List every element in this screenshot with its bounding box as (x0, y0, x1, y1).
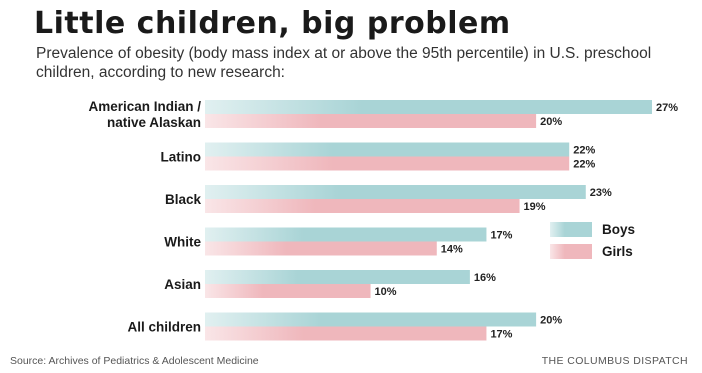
girls-bar (205, 241, 437, 256)
value-label: 22% (573, 159, 595, 171)
category-label: Black (165, 192, 202, 207)
girls-bar (205, 284, 371, 298)
boys-bar (205, 270, 470, 284)
value-label: 14% (441, 244, 463, 256)
category-label: Asian (164, 277, 201, 292)
category-label: American Indian / native Alaskan (88, 99, 201, 130)
boys-bar (205, 227, 487, 242)
legend-label: Girls (602, 244, 633, 259)
publisher-credit: THE COLUMBUS DISPATCH (541, 355, 688, 367)
value-label: 27% (656, 102, 678, 114)
value-label: 17% (490, 230, 512, 242)
boys-bar (205, 185, 586, 199)
source-note: Source: Archives of Pediatrics & Adolesc… (10, 355, 259, 367)
boys-bar (205, 312, 537, 327)
girls-legend-swatch (550, 244, 592, 259)
boys-bar (205, 142, 570, 157)
value-label: 19% (524, 201, 546, 213)
boys-bar (205, 100, 652, 114)
girls-bar (205, 326, 487, 341)
value-label: 22% (573, 145, 595, 157)
chart-title: Little children, big problem (34, 6, 511, 41)
chart-subtitle: Prevalence of obesity (body mass index a… (36, 45, 652, 81)
category-label: White (164, 235, 201, 250)
category-label: All children (127, 320, 201, 335)
legend-label: Boys (602, 222, 635, 237)
value-label: 20% (540, 116, 562, 128)
boys-legend-swatch (550, 222, 592, 237)
value-label: 17% (490, 329, 512, 341)
value-label: 20% (540, 315, 562, 327)
category-label: Latino (161, 150, 202, 165)
girls-bar (205, 156, 570, 171)
girls-bar (205, 199, 520, 213)
value-label: 16% (474, 272, 496, 284)
girls-bar (205, 114, 537, 128)
value-label: 23% (590, 187, 612, 199)
value-label: 10% (375, 286, 397, 298)
